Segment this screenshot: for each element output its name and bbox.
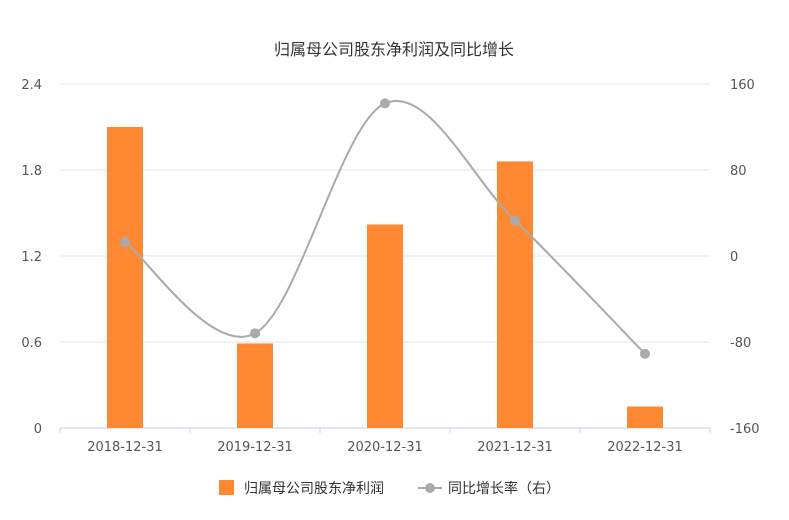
x-tick-label: 2019-12-31	[217, 440, 293, 455]
line-point	[380, 98, 390, 109]
left-axis: 0 0.6 1.2 1.8 2.4	[21, 78, 42, 437]
y-right-tick-label: 80	[730, 164, 747, 179]
x-tick-label: 2018-12-31	[87, 440, 163, 455]
legend: 归属母公司股东净利润 同比增长率（右）	[219, 480, 560, 497]
y-left-tick-label: 0	[34, 422, 42, 437]
y-right-tick-label: 160	[730, 78, 755, 93]
x-tick-label: 2021-12-31	[477, 440, 553, 455]
line-point	[120, 237, 130, 248]
y-left-tick-label: 1.2	[21, 250, 42, 265]
legend-bar-swatch	[219, 480, 234, 495]
y-left-tick-label: 1.8	[21, 164, 42, 179]
bar	[497, 161, 533, 428]
y-right-tick-label: 0	[730, 250, 738, 265]
y-right-tick-label: -160	[730, 422, 760, 437]
right-axis: -160 -80 0 80 160	[730, 78, 760, 437]
bar	[367, 224, 403, 428]
legend-line-label: 同比增长率（右）	[448, 480, 560, 497]
line-series	[120, 98, 650, 359]
x-axis: 2018-12-31 2019-12-31 2020-12-31 2021-12-31…	[59, 427, 711, 455]
bar	[107, 127, 143, 428]
legend-line-marker	[425, 483, 435, 493]
line-point	[640, 348, 650, 359]
line-point	[510, 215, 520, 226]
chart-title: 归属母公司股东净利润及同比增长	[274, 40, 514, 59]
line-point	[250, 328, 260, 339]
x-tick-label: 2022-12-31	[607, 440, 683, 455]
y-right-tick-label: -80	[730, 336, 751, 351]
legend-bar-label: 归属母公司股东净利润	[244, 480, 384, 497]
y-left-tick-label: 2.4	[21, 78, 42, 93]
bar	[237, 343, 273, 428]
bar-series	[107, 127, 663, 428]
y-left-tick-label: 0.6	[21, 336, 42, 351]
bar	[627, 406, 663, 428]
x-tick-label: 2020-12-31	[347, 440, 423, 455]
